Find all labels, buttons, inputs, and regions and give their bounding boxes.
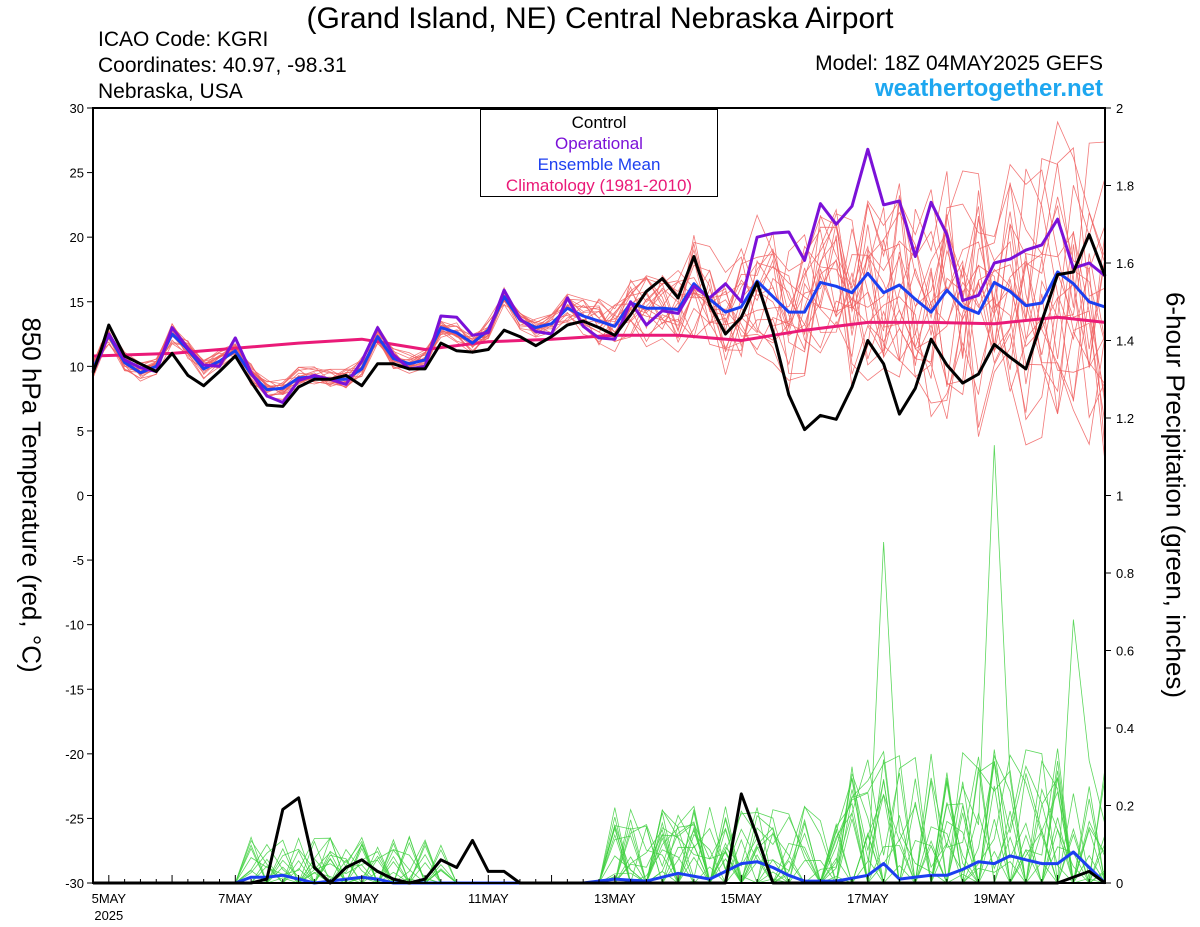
temp-member-line xyxy=(92,189,1106,421)
x-tick-label: 9MAY xyxy=(345,891,380,906)
coordinates: Coordinates: 40.97, -98.31 xyxy=(98,54,347,77)
axes: 302520151050-5-10-15-20-25-3021.81.61.41… xyxy=(65,101,1134,923)
y-right-tick-label: 0 xyxy=(1116,876,1123,891)
station-info: ICAO Code: KGRI Coordinates: 40.97, -98.… xyxy=(98,27,347,105)
y-left-tick-label: -30 xyxy=(65,876,84,891)
x-tick-label: 15MAY xyxy=(720,891,762,906)
region: Nebraska, USA xyxy=(98,80,243,103)
precip-control-line xyxy=(93,792,1106,885)
x-tick-label: 13MAY xyxy=(594,891,636,906)
y-left-tick-label: -25 xyxy=(65,811,84,826)
x-tick-label: 17MAY xyxy=(847,891,889,906)
model-info: Model: 18Z 04MAY2025 GEFS xyxy=(815,52,1103,75)
temp-member-line xyxy=(92,163,1106,424)
y-left-tick-label: 30 xyxy=(70,101,84,116)
legend-climatology: Climatology (1981-2010) xyxy=(505,176,693,195)
site-link[interactable]: weathertogether.net xyxy=(874,75,1103,102)
legend-control: Control xyxy=(571,113,627,132)
temp-member-line xyxy=(92,171,1106,397)
legend-ensemble-mean: Ensemble Mean xyxy=(537,155,661,174)
main-series xyxy=(91,147,1107,885)
temp-operational-line xyxy=(91,147,1106,404)
y-right-tick-label: 1.4 xyxy=(1116,334,1134,349)
y-left-tick-label: -15 xyxy=(65,682,84,697)
x-year-label: 2025 xyxy=(94,908,123,923)
y-right-tick-label: 0.4 xyxy=(1116,721,1134,736)
ensemble-members xyxy=(92,120,1106,885)
y-right-tick-label: 1 xyxy=(1116,489,1123,504)
plot-frame xyxy=(92,107,1106,884)
y-left-tick-label: -5 xyxy=(72,553,84,568)
y-left-tick-label: 10 xyxy=(70,359,84,374)
y-left-tick-label: 15 xyxy=(70,295,84,310)
y-axis-left-label: 850 hPa Temperature (red, °C) xyxy=(16,317,47,673)
y-right-tick-label: 1.6 xyxy=(1116,256,1134,271)
y-right-tick-label: 1.2 xyxy=(1116,411,1134,426)
legend-operational: Operational xyxy=(555,134,643,153)
y-left-tick-label: 5 xyxy=(77,424,84,439)
y-right-tick-label: 2 xyxy=(1116,101,1123,116)
y-right-tick-label: 0.2 xyxy=(1116,799,1134,814)
chart-title: (Grand Island, NE) Central Nebraska Airp… xyxy=(306,2,894,35)
y-left-tick-label: 25 xyxy=(70,166,84,181)
x-tick-label: 19MAY xyxy=(973,891,1015,906)
y-right-tick-label: 1.8 xyxy=(1116,179,1134,194)
icao-code: ICAO Code: KGRI xyxy=(98,28,269,51)
y-left-tick-label: -20 xyxy=(65,747,84,762)
y-left-tick-label: 20 xyxy=(70,230,84,245)
y-left-tick-label: -10 xyxy=(65,618,84,633)
y-right-tick-label: 0.8 xyxy=(1116,566,1134,581)
y-axis-right-label: 6-hour Precipitation (green, inches) xyxy=(1160,291,1191,699)
temp-control-line xyxy=(91,233,1107,432)
x-tick-label: 11MAY xyxy=(468,891,509,906)
x-tick-label: 7MAY xyxy=(218,891,253,906)
legend: Control Operational Ensemble Mean Climat… xyxy=(480,109,718,197)
x-tick-label: 5MAY xyxy=(92,891,127,906)
y-left-tick-label: 0 xyxy=(77,489,84,504)
y-right-tick-label: 0.6 xyxy=(1116,644,1134,659)
